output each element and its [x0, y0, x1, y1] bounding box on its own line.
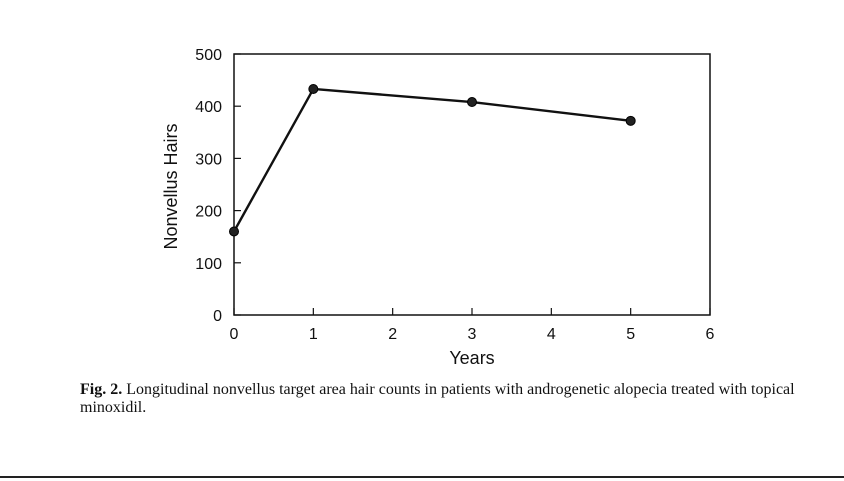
- y-tick-label: 500: [195, 47, 222, 64]
- data-point: [308, 83, 319, 94]
- data-point: [625, 115, 636, 126]
- figure-caption-text: Longitudinal nonvellus target area hair …: [80, 381, 795, 416]
- y-tick-label: 400: [195, 99, 222, 116]
- figure-label: Fig. 2.: [80, 381, 123, 398]
- x-tick-label: 6: [706, 326, 715, 343]
- x-tick-label: 2: [388, 326, 397, 343]
- data-point: [229, 226, 239, 237]
- x-tick-label: 3: [468, 326, 477, 343]
- plot-frame: [233, 53, 711, 316]
- y-tick-label: 300: [195, 151, 222, 168]
- y-tick-label: 200: [195, 204, 222, 221]
- y-tick-label: 100: [195, 256, 222, 273]
- page-bottom-rule: [0, 476, 844, 478]
- figure-caption: Fig. 2. Longitudinal nonvellus target ar…: [80, 381, 810, 417]
- series-line: [232, 87, 631, 233]
- x-tick-label: 4: [547, 326, 556, 343]
- y-axis-label: Nonvellus Hairs: [161, 123, 181, 249]
- x-axis-label: Years: [449, 348, 494, 368]
- x-tick-label: 1: [309, 326, 318, 343]
- line-chart: 0 100 200 300 400 500 0 1 2 3 4 5 6 Years Nonvellus…: [161, 47, 715, 368]
- y-tick-label: 0: [213, 308, 222, 325]
- data-point: [467, 97, 477, 108]
- x-tick-label: 5: [626, 326, 635, 343]
- x-tick-label: 0: [230, 326, 239, 343]
